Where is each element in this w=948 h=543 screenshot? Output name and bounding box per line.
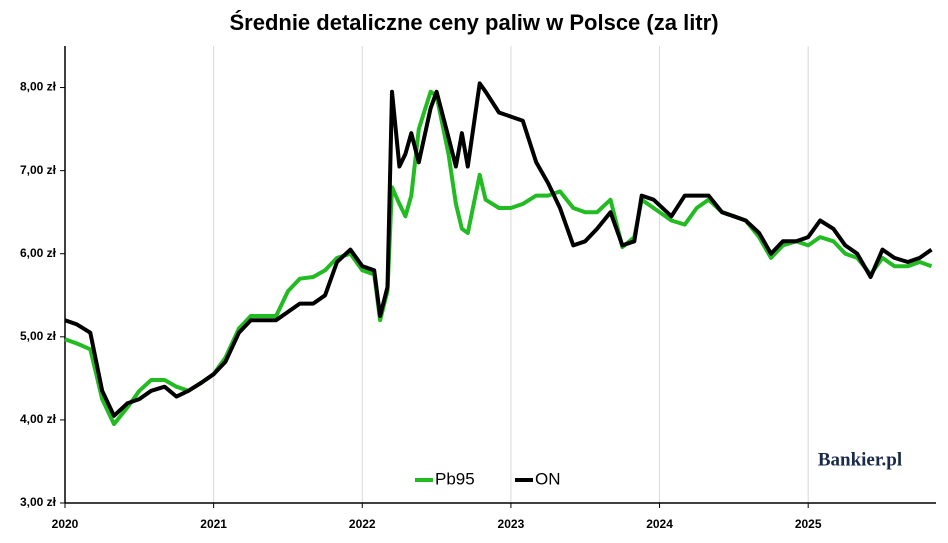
x-tick-label: 2023 xyxy=(498,517,525,531)
y-tick-label: 4,00 zł xyxy=(20,412,57,426)
x-tick-label: 2021 xyxy=(200,517,227,531)
y-tick-label: 6,00 zł xyxy=(20,246,57,260)
legend-label: ON xyxy=(535,469,561,488)
series-line xyxy=(64,81,933,418)
y-tick-label: 5,00 zł xyxy=(20,329,57,343)
x-tick-label: 2022 xyxy=(349,517,376,531)
x-tick-label: 2025 xyxy=(795,517,822,531)
legend-label: Pb95 xyxy=(435,469,475,488)
watermark: Bankier.pl xyxy=(818,449,902,470)
y-tick-label: 7,00 zł xyxy=(20,163,57,177)
series-line xyxy=(64,89,933,427)
y-tick-label: 8,00 zł xyxy=(20,80,57,94)
x-tick-label: 2024 xyxy=(646,517,673,531)
y-tick-label: 3,00 zł xyxy=(20,495,57,509)
x-tick-label: 2020 xyxy=(52,517,79,531)
chart-title: Średnie detaliczne ceny paliw w Polsce (… xyxy=(229,10,718,35)
